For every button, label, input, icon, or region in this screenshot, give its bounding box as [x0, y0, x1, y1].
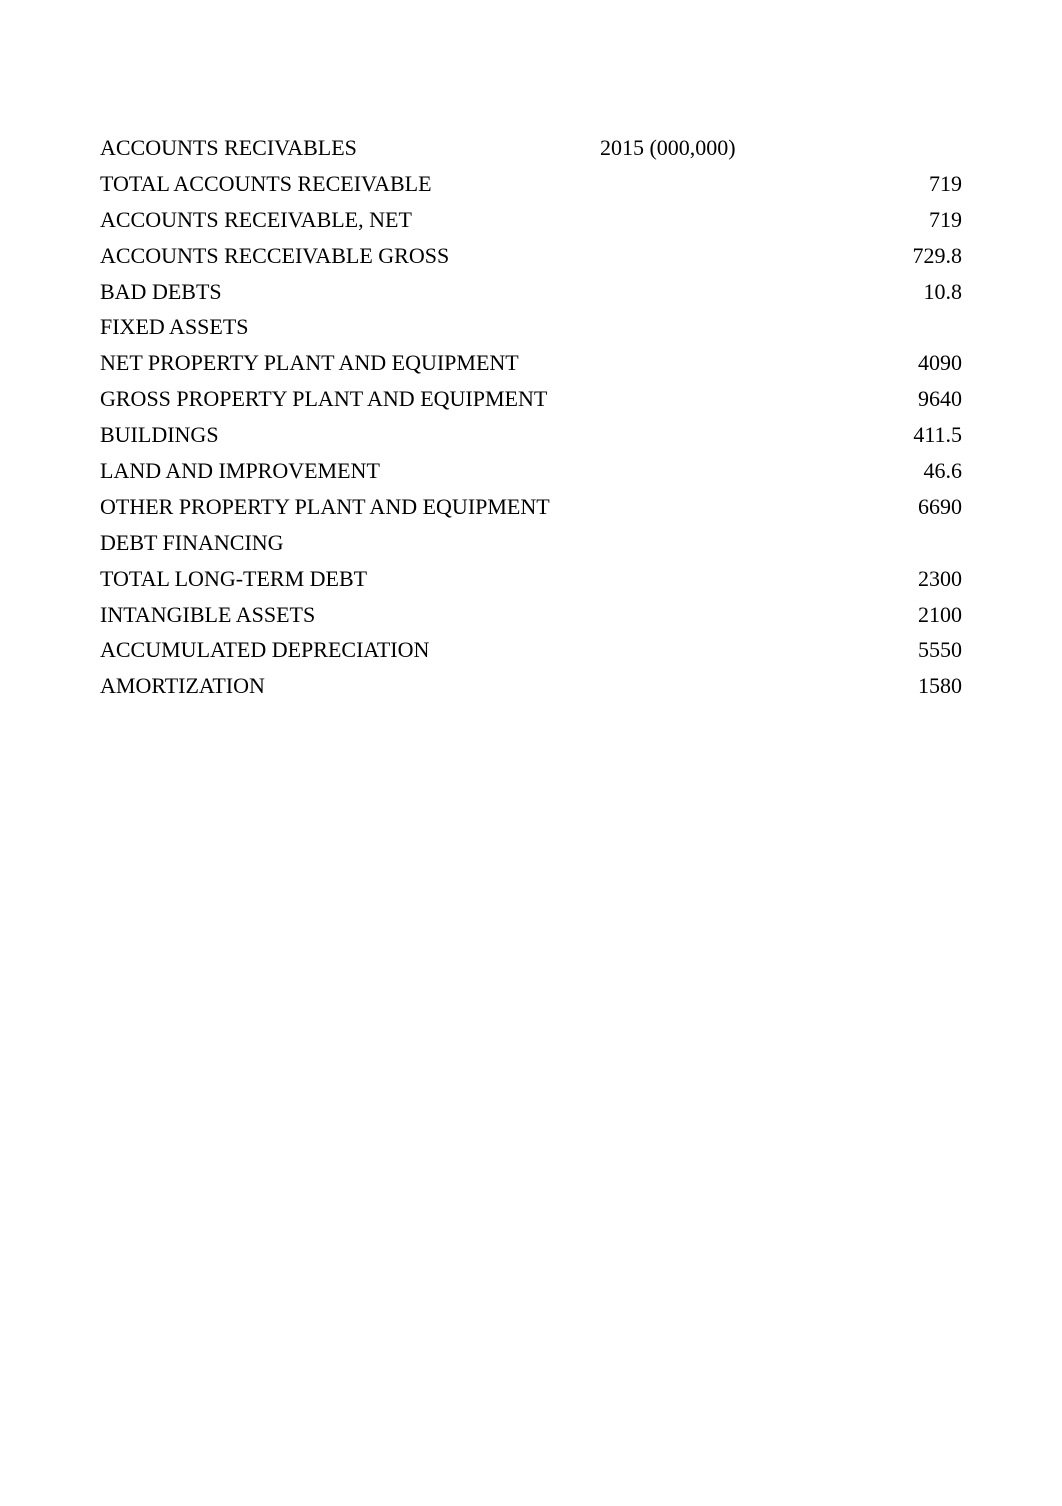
row-value: 2100 — [755, 597, 962, 633]
row-value: 411.5 — [755, 417, 962, 453]
row-value: 2300 — [755, 561, 962, 597]
row-label: TOTAL LONG-TERM DEBT — [100, 561, 600, 597]
table-row: TOTAL LONG-TERM DEBT 2300 — [100, 561, 962, 597]
table-row: INTANGIBLE ASSETS 2100 — [100, 597, 962, 633]
row-label: ACCOUNTS RECCEIVABLE GROSS — [100, 238, 600, 274]
row-value: 729.8 — [755, 238, 962, 274]
table-body: ACCOUNTS RECIVABLES 2015 (000,000) TOTAL… — [100, 130, 962, 704]
row-value — [755, 525, 962, 561]
row-label: ACCUMULATED DEPRECIATION — [100, 632, 600, 668]
table-row: ACCUMULATED DEPRECIATION 5550 — [100, 632, 962, 668]
row-value: 719 — [755, 202, 962, 238]
row-value — [755, 309, 962, 345]
row-value: 9640 — [755, 381, 962, 417]
row-label: INTANGIBLE ASSETS — [100, 597, 600, 633]
row-value: 10.8 — [755, 274, 962, 310]
table-row: DEBT FINANCING — [100, 525, 962, 561]
row-label: AMORTIZATION — [100, 668, 600, 704]
row-label: DEBT FINANCING — [100, 525, 600, 561]
table-row: BAD DEBTS 10.8 — [100, 274, 962, 310]
row-label: ACCOUNTS RECIVABLES — [100, 130, 600, 166]
table-row: ACCOUNTS RECCEIVABLE GROSS 729.8 — [100, 238, 962, 274]
table-row: ACCOUNTS RECIVABLES 2015 (000,000) — [100, 130, 962, 166]
row-label: ACCOUNTS RECEIVABLE, NET — [100, 202, 600, 238]
table-row: ACCOUNTS RECEIVABLE, NET 719 — [100, 202, 962, 238]
row-value: 6690 — [755, 489, 962, 525]
table-row: LAND AND IMPROVEMENT 46.6 — [100, 453, 962, 489]
row-value: 4090 — [755, 345, 962, 381]
table-row: AMORTIZATION 1580 — [100, 668, 962, 704]
row-label: OTHER PROPERTY PLANT AND EQUIPMENT — [100, 489, 600, 525]
row-label: BUILDINGS — [100, 417, 600, 453]
table-row: NET PROPERTY PLANT AND EQUIPMENT 4090 — [100, 345, 962, 381]
document-page: ACCOUNTS RECIVABLES 2015 (000,000) TOTAL… — [0, 0, 1062, 704]
row-value: 46.6 — [755, 453, 962, 489]
row-label: FIXED ASSETS — [100, 309, 600, 345]
table-row: FIXED ASSETS — [100, 309, 962, 345]
row-label: LAND AND IMPROVEMENT — [100, 453, 600, 489]
column-header-year: 2015 (000,000) — [600, 130, 755, 166]
row-label: NET PROPERTY PLANT AND EQUIPMENT — [100, 345, 600, 381]
table-row: TOTAL ACCOUNTS RECEIVABLE 719 — [100, 166, 962, 202]
financial-table: ACCOUNTS RECIVABLES 2015 (000,000) TOTAL… — [100, 130, 962, 704]
row-label: GROSS PROPERTY PLANT AND EQUIPMENT — [100, 381, 600, 417]
row-label: BAD DEBTS — [100, 274, 600, 310]
table-row: BUILDINGS 411.5 — [100, 417, 962, 453]
row-value: 1580 — [755, 668, 962, 704]
row-label: TOTAL ACCOUNTS RECEIVABLE — [100, 166, 600, 202]
row-value — [755, 130, 962, 166]
table-row: OTHER PROPERTY PLANT AND EQUIPMENT 6690 — [100, 489, 962, 525]
row-value: 719 — [755, 166, 962, 202]
row-value: 5550 — [755, 632, 962, 668]
table-row: GROSS PROPERTY PLANT AND EQUIPMENT 9640 — [100, 381, 962, 417]
